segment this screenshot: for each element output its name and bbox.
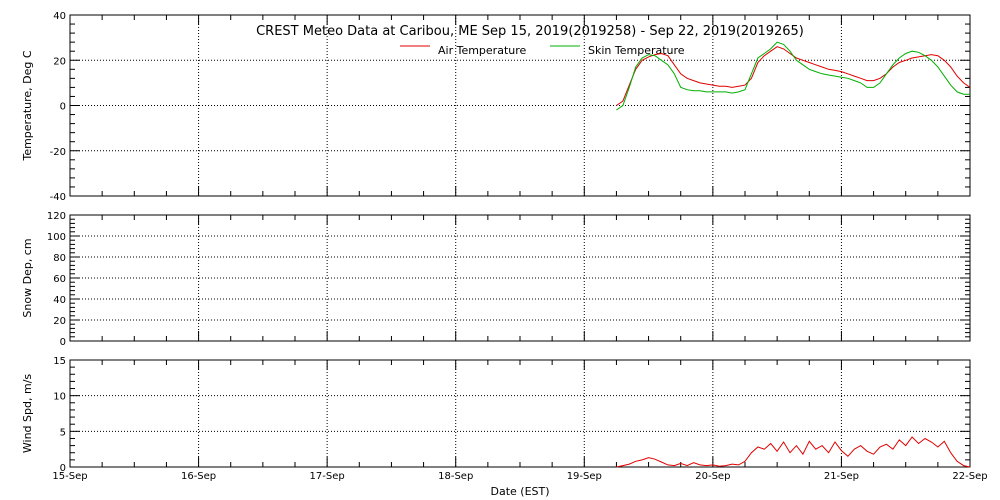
snow-depth-panel: 0 20 40 60 80 100 120 Snow Dep, cm: [21, 211, 971, 348]
x-tick-labels: 15-Sep 16-Sep 17-Sep 18-Sep 19-Sep 20-Sep 21-S…: [52, 471, 987, 482]
y-tick-label: 0: [60, 337, 66, 348]
temperature-panel: -40 -20 0 20 40 Temperature, Deg C: [21, 11, 971, 203]
x-tick-label: 21-Sep: [824, 471, 859, 482]
x-tick-label: 17-Sep: [310, 471, 345, 482]
y-tick-label: 10: [53, 392, 66, 403]
legend: Air Temperature Skin Temperature: [400, 44, 685, 57]
y-tick-label: 80: [53, 253, 66, 264]
x-tick-label: 19-Sep: [567, 471, 602, 482]
y-tick-label: 100: [47, 232, 66, 243]
y-tick-label: 15: [53, 356, 66, 367]
chart-panels: -40 -20 0 20 40 Temperature, Deg C 0 20 40 60 80 10…: [21, 11, 988, 482]
x-tick-label: 20-Sep: [695, 471, 730, 482]
plot-frame: [69, 359, 971, 468]
x-tick-label: 15-Sep: [52, 471, 87, 482]
chart-title: CREST Meteo Data at Caribou, ME Sep 15, …: [256, 24, 804, 39]
y-tick-label: 20: [53, 316, 66, 327]
y-tick-label: 40: [53, 295, 66, 306]
temperature-series-skin-temperature: [616, 41, 970, 111]
x-axis-title: Date (EST): [490, 485, 549, 498]
x-tick-label: 22-Sep: [952, 471, 987, 482]
x-tick-label: 18-Sep: [438, 471, 473, 482]
temperature-y-axis-title: Temperature, Deg C: [21, 50, 34, 161]
y-tick-label: 0: [60, 102, 66, 113]
y-tick-label: 40: [53, 11, 66, 22]
y-tick-label: 120: [47, 211, 66, 222]
y-tick-label: 5: [60, 427, 66, 438]
wind-speed-y-axis-title: Wind Spd, m/s: [21, 374, 34, 454]
y-tick-label: -20: [50, 147, 66, 158]
y-tick-label: -40: [50, 192, 66, 203]
snow-depth-y-axis-title: Snow Dep, cm: [21, 238, 34, 317]
legend-label: Air Temperature: [438, 44, 527, 57]
y-tick-label: 60: [53, 274, 66, 285]
wind-speed-panel: 0 5 10 15 Wind Spd, m/s: [21, 356, 971, 474]
wind-speed-series-line: [616, 436, 971, 468]
x-tick-label: 16-Sep: [181, 471, 216, 482]
y-tick-label: 0: [60, 463, 66, 474]
legend-label: Skin Temperature: [588, 44, 685, 57]
y-tick-label: 20: [53, 56, 66, 67]
